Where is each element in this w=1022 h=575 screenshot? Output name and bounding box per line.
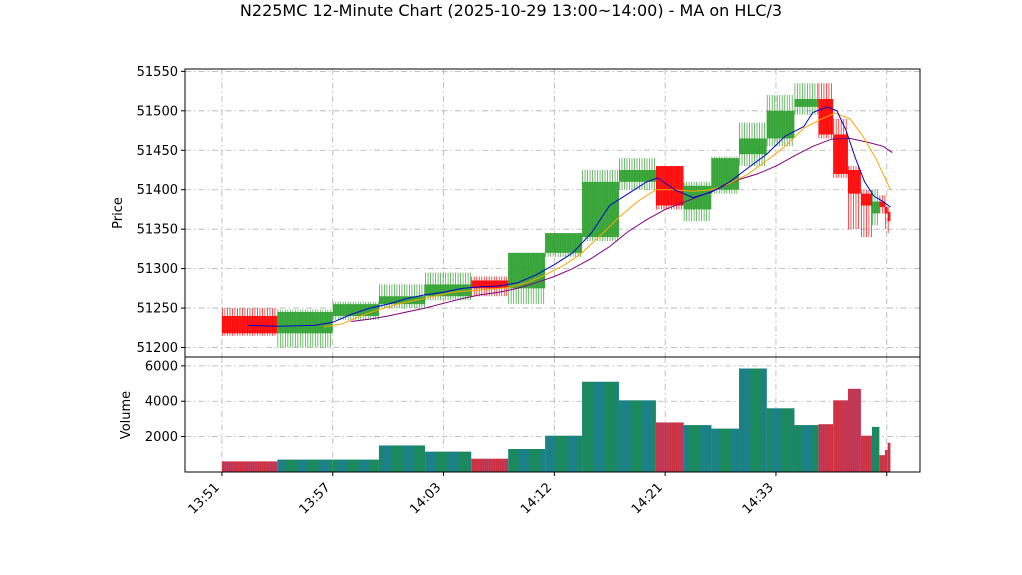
candle-body xyxy=(582,181,619,238)
candle-body xyxy=(887,211,891,222)
candle-body xyxy=(683,185,712,210)
price-tick-label: 51550 xyxy=(137,65,178,80)
candle-body xyxy=(766,110,795,139)
price-tick-label: 51400 xyxy=(137,183,178,198)
volume-bar xyxy=(847,388,861,472)
volume-bars xyxy=(221,368,891,472)
ma-mid-line xyxy=(323,112,891,328)
candle-body xyxy=(833,134,848,174)
price-tick-label: 51500 xyxy=(137,104,178,119)
price-tick-label: 51200 xyxy=(137,341,178,356)
volume-axis-ticks: 2000 4000 6000 xyxy=(145,359,185,445)
volume-tick-label: 2000 xyxy=(145,430,178,445)
candle-body xyxy=(332,304,379,316)
volume-bar xyxy=(887,442,891,472)
price-tick-label: 51300 xyxy=(137,262,178,277)
price-axis-label: Price xyxy=(111,197,126,229)
ma-long-line xyxy=(351,137,893,322)
volume-tick-label: 6000 xyxy=(145,359,178,374)
volume-bar xyxy=(879,455,885,472)
candle-body xyxy=(739,138,767,155)
candle-body xyxy=(871,201,880,214)
candle-body xyxy=(794,98,819,107)
volume-axes-frame xyxy=(184,356,921,473)
candle-body xyxy=(860,193,872,206)
volume-bar xyxy=(884,449,888,472)
candle-body xyxy=(471,280,509,289)
candle-body xyxy=(221,315,278,334)
ma-short-line xyxy=(247,106,891,327)
price-panel: 51200 51250 51300 51350 51400 51450 51500 51550… xyxy=(111,65,921,517)
price-tick-label: 51450 xyxy=(137,144,178,159)
candle-body xyxy=(425,284,472,297)
price-tick-label: 51350 xyxy=(137,223,178,238)
candle-body xyxy=(545,233,583,253)
moving-average-lines xyxy=(247,106,893,328)
chart-title: N225MC 12-Minute Chart (2025-10-29 13:00… xyxy=(240,1,782,20)
candle-body xyxy=(618,169,656,182)
price-axis-ticks: 51200 51250 51300 51350 51400 51450 51500 51550 xyxy=(137,65,185,356)
candle-body xyxy=(884,207,888,214)
price-gridlines xyxy=(185,69,920,357)
candle-body xyxy=(277,312,333,334)
volume-axis-label: Volume xyxy=(119,391,134,439)
volume-tick-label: 4000 xyxy=(145,395,178,410)
volume-bar xyxy=(871,426,880,472)
price-tick-label: 51250 xyxy=(137,302,178,317)
candle-body xyxy=(655,166,684,206)
candle-body xyxy=(847,169,861,194)
candle-body xyxy=(879,201,885,208)
